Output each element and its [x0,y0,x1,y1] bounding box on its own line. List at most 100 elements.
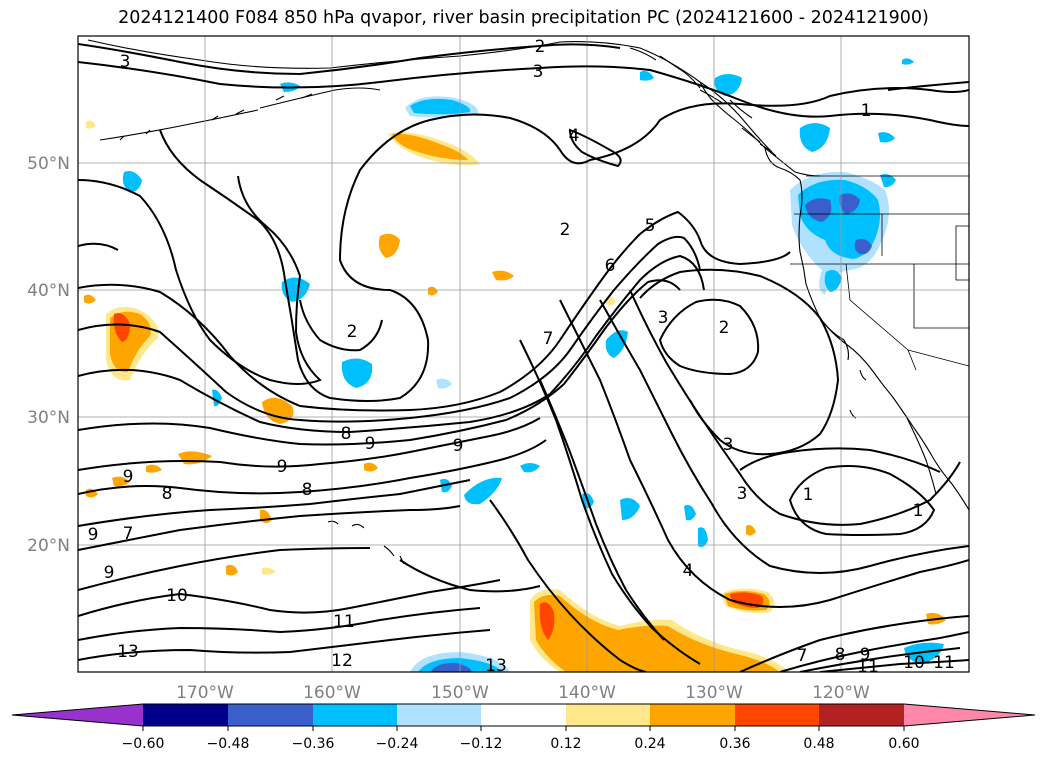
contour-label: 4 [683,561,694,581]
contour-label: 7 [123,524,134,544]
contour-label: 2 [719,318,730,338]
contour-label: 10 [166,586,188,606]
contour-labels: 3 2 3 1 4 5 6 2 7 3 2 2 8 9 9 9 9 8 8 3 … [88,37,955,677]
colorbar-segment [481,704,566,726]
contour-label: 8 [341,424,352,444]
shade-blob-blue [464,477,502,505]
contour-label: 7 [797,646,808,666]
colorbar-segment [313,704,397,726]
lon-tick-label: 160°W [303,683,361,703]
shade-blob-blue [341,358,373,388]
political-borders [790,175,969,371]
shade-blob-blue [878,132,895,143]
contour-label: 9 [277,457,288,477]
colorbar-tick-label: 0.36 [719,736,750,752]
colorbar: −0.60 −0.48 −0.36 −0.24 −0.12 0.12 0.24 … [11,703,1036,752]
contour-label: 8 [162,484,173,504]
shade-blob-orange [746,524,756,536]
contour-label: 3 [533,62,544,82]
shade-blob-orange [378,233,400,258]
shade-blob-blue [854,238,872,255]
colorbar-segment [228,704,313,726]
shade-blob-blue [799,123,830,152]
contour-label: 3 [120,52,131,72]
coastlines [87,39,969,565]
contour-label: 1 [803,485,814,505]
colorbar-tick-label: −0.48 [207,736,250,752]
lat-tick-label: 30°N [27,408,70,428]
shade-blob-blue [605,330,628,358]
shade-blob-blue [520,463,540,473]
colorbar-segment [650,704,735,726]
contour-label: 11 [933,653,955,673]
contour-label: 13 [485,656,507,676]
shade-blob-orange [112,476,130,487]
contour-label: 9 [860,645,871,665]
lat-tick-label: 20°N [27,536,70,556]
contour-label: 2 [347,322,358,342]
contour-label: 5 [645,216,656,236]
lon-tick-label: 170°W [176,683,234,703]
contour-label: 9 [88,525,99,545]
colorbar-extend-max [904,704,1035,726]
contour-label: 8 [835,645,846,665]
contour-label: 7 [543,329,554,349]
shade-blob-blue [436,378,452,389]
contour-label: 4 [569,126,580,146]
lat-tick-label: 50°N [27,154,70,174]
shade-blob-blue [805,198,832,222]
shade-blob-orange [146,464,162,473]
shade-blob-orange [492,270,514,281]
colorbar-segment [566,704,650,726]
colorbar-segment [819,704,904,726]
graticule [78,36,969,672]
lon-tick-label: 150°W [431,683,489,703]
contour-label: 9 [453,436,464,456]
colorbar-tick-label: 0.48 [803,736,834,752]
shade-blob-blue [698,527,708,548]
colorbar-tick-label: −0.24 [376,736,419,752]
shade-blob-blue [410,98,471,115]
colorbar-segment [143,704,228,726]
colorbar-extend-min [12,704,143,726]
map-title: 2024121400 F084 850 hPa qvapor, river ba… [118,8,929,28]
shade-blob-orange [730,592,764,608]
lon-tick-label: 130°W [685,683,743,703]
contour-label: 8 [302,480,313,500]
contour-label: 9 [123,467,134,487]
shade-blob-orange [226,564,238,576]
shade-blob-blue [122,171,142,192]
lon-tick-labels: 170°W 160°W 150°W 140°W 130°W 120°W [176,683,870,703]
contour-label: 6 [605,256,616,276]
shade-blob-orange [428,286,438,296]
colorbar-tick-label: −0.36 [292,736,335,752]
colorbar-tick-label: 0.24 [634,736,665,752]
colorbar-tick-label: 0.60 [888,736,919,752]
contour-label: 10 [903,653,925,673]
contour-label: 1 [913,501,924,521]
shade-blob-orange [606,296,616,306]
contour-label: 12 [331,651,353,671]
lon-tick-label: 140°W [558,683,616,703]
shade-blob-orange [262,567,276,575]
contour-label: 9 [104,563,115,583]
colorbar-segment [397,704,481,726]
shade-blob-blue [714,74,742,96]
colorbar-segment [735,704,819,726]
contour-label: 2 [560,220,571,240]
lat-tick-labels: 50°N 40°N 30°N 20°N [27,154,70,556]
contour-label: 13 [117,642,139,662]
map-border [77,35,970,673]
shade-blob-blue [620,498,640,520]
shade-blob-blue [684,505,696,521]
contour-label: 11 [857,657,879,677]
contour-label: 3 [658,308,669,328]
shade-blob-orange [539,602,555,640]
colorbar-tick-label: 0.12 [550,736,581,752]
shade-blob-blue [902,58,914,65]
shade-blob-blue [904,642,944,664]
map-plot-area: 3 2 3 1 4 5 6 2 7 3 2 2 8 9 9 9 9 8 8 3 … [78,36,969,677]
shade-blob-blue [640,70,654,81]
shade-blob-orange [84,294,96,304]
